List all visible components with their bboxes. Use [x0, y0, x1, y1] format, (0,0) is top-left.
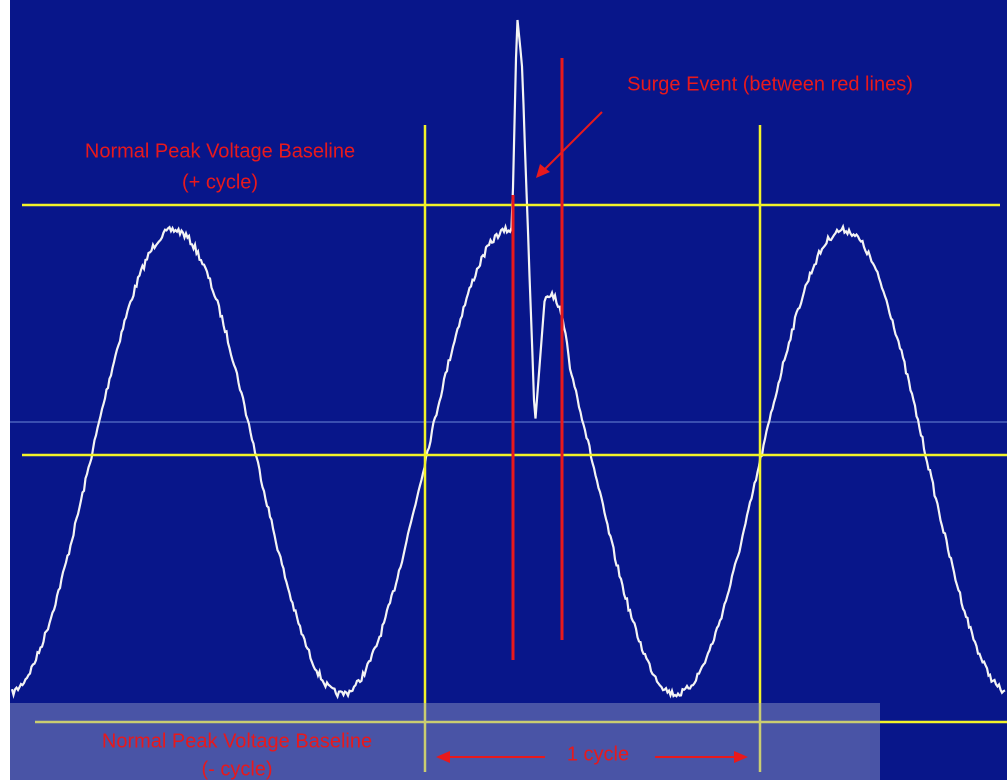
- left-border: [0, 0, 10, 780]
- negative-baseline-label: Normal Peak Voltage Baseline: [102, 730, 372, 752]
- surge-label: Surge Event (between red lines): [627, 73, 913, 95]
- screen-background: [0, 0, 1007, 780]
- negative-baseline-label: (- cycle): [201, 758, 272, 780]
- positive-baseline-label: (+ cycle): [182, 171, 258, 193]
- cycle-label: 1 cycle: [567, 743, 629, 765]
- positive-baseline-label: Normal Peak Voltage Baseline: [85, 140, 355, 162]
- oscilloscope-screen: Surge Event (between red lines) Normal P…: [0, 0, 1007, 780]
